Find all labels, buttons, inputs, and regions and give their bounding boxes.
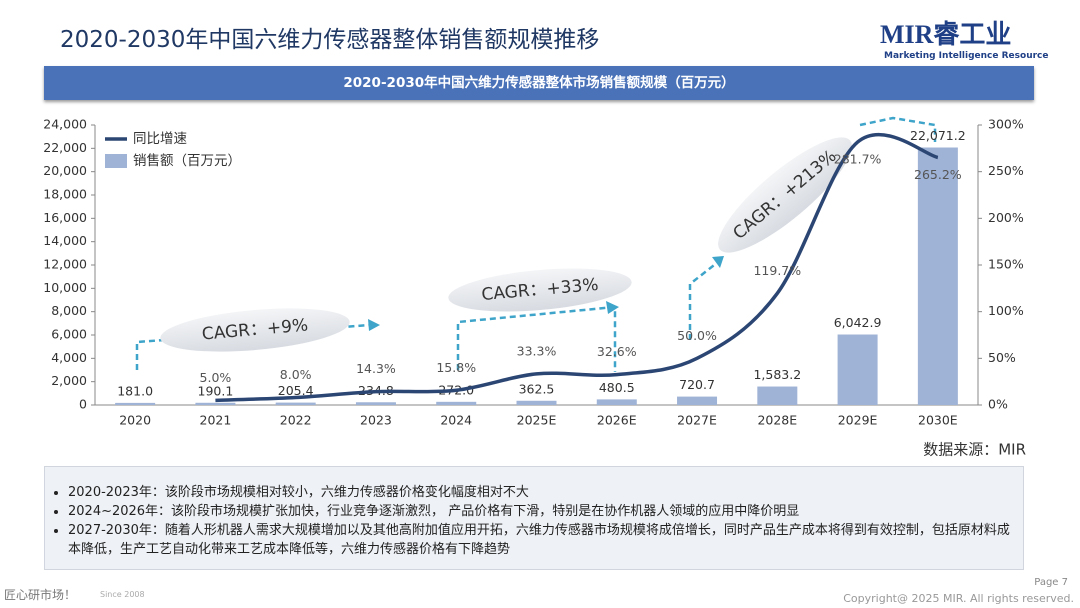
bar [355, 402, 396, 405]
annotation-bubble [448, 268, 632, 312]
slide-title: 2020-2030年中国六维力传感器整体销售额规模推移 [60, 27, 600, 53]
logo-subtitle: Marketing Intelligence Resource [884, 51, 1049, 61]
legend-swatch [105, 154, 127, 168]
bar-value-label: 362.5 [519, 381, 555, 396]
bar [516, 400, 557, 405]
y-tick-label: 12,000 [43, 257, 87, 272]
y2-tick-label: 250% [988, 163, 1024, 178]
line-value-label: 32.6% [597, 344, 637, 359]
chart-banner: 2020-2030年中国六维力传感器整体市场销售额规模（百万元） [44, 66, 1034, 100]
line-value-label: 281.7% [834, 152, 882, 167]
x-tick-label: 2029E [838, 413, 878, 428]
line-value-label: 8.0% [280, 367, 312, 382]
y-tick-label: 8,000 [51, 303, 87, 318]
bar [596, 399, 637, 405]
x-tick-label: 2023 [360, 413, 392, 428]
arrowheads [368, 256, 724, 331]
bar-value-label: 1,583.2 [753, 367, 801, 382]
x-tick-label: 2025E [517, 413, 557, 428]
bar [917, 147, 958, 405]
bar [837, 334, 878, 405]
y-tick-label: 2,000 [51, 373, 87, 388]
bar [677, 396, 718, 405]
y-tick-label: 0 [79, 397, 87, 412]
line-value-label: 119.7% [753, 263, 801, 278]
source: 数据来源：MIR [923, 441, 1026, 459]
note: 2027-2030年：随着人形机器人需求大规模增加以及其他高附加值应用开拓，六维… [68, 521, 1018, 559]
page-number: Page 7 [1034, 577, 1068, 588]
y2-tick-label: 0% [988, 397, 1008, 412]
notes-box: 2020-2023年：该阶段市场规模相对较小，六维力传感器价格变化幅度相对不大 … [44, 466, 1024, 570]
x-tick-label: 2028E [757, 413, 797, 428]
copyright: Copyright@ 2025 MIR. All rights reserved… [843, 592, 1074, 605]
x-tick-label: 2024 [440, 413, 472, 428]
line-value-label: 14.3% [356, 361, 396, 376]
line-value-label: 265.2% [914, 167, 962, 182]
bar [436, 401, 477, 405]
x-tick-label: 2020 [119, 413, 151, 428]
growth-line [215, 132, 939, 403]
y2-tick-label: 200% [988, 210, 1024, 225]
since: Since 2008 [100, 590, 145, 599]
bar [115, 402, 156, 405]
bar-value-label: 181.0 [117, 383, 153, 398]
annotation-bubble [718, 137, 852, 253]
bar-value-label: 6,042.9 [834, 315, 882, 330]
y-tick-label: 16,000 [43, 210, 87, 225]
y2-tick-label: 300% [988, 117, 1024, 132]
x-tick-label: 2021 [200, 413, 232, 428]
x-tick-label: 2022 [280, 413, 312, 428]
note: 2024~2026年：该阶段市场规模扩张加快，行业竞争逐渐激烈， 产品价格有下滑… [68, 502, 1018, 521]
y2-tick-label: 100% [988, 303, 1024, 318]
line-value-label: 50.0% [677, 328, 717, 343]
chart: CAGR：+9% CAGR：+33% CAGR：+213% 数据来源：MIR 0… [43, 117, 1026, 459]
y-tick-label: 10,000 [43, 280, 87, 295]
line-value-label: 15.8% [436, 360, 476, 375]
x-tick-label: 2030E [918, 413, 958, 428]
y-tick-label: 6,000 [51, 327, 87, 342]
y-tick-label: 4,000 [51, 350, 87, 365]
bar [757, 386, 798, 405]
y-tick-label: 22,000 [43, 140, 87, 155]
slogan: 匠心研市场！ [4, 588, 77, 602]
bar-value-label: 190.1 [198, 383, 234, 398]
annotation-bubble [160, 308, 350, 352]
note: 2020-2023年：该阶段市场规模相对较小，六维力传感器价格变化幅度相对不大 [68, 483, 1018, 502]
y-tick-label: 18,000 [43, 187, 87, 202]
line-value-label: 5.0% [200, 370, 232, 385]
y-tick-label: 20,000 [43, 163, 87, 178]
y2-tick-label: 150% [988, 257, 1024, 272]
bar-value-label: 205.4 [278, 383, 314, 398]
y-tick-label: 14,000 [43, 233, 87, 248]
x-tick-label: 2027E [677, 413, 717, 428]
legend-label: 同比增速 [133, 131, 187, 147]
legend-label: 销售额（百万元） [133, 153, 241, 169]
bar [275, 402, 316, 405]
line-value-label: 33.3% [517, 343, 557, 358]
bar [195, 402, 236, 405]
bar-value-label: 480.5 [599, 380, 635, 395]
bar-value-label: 720.7 [679, 377, 715, 392]
y2-tick-label: 50% [988, 350, 1016, 365]
y-tick-label: 24,000 [43, 117, 87, 132]
bar-value-label: 22,071.2 [910, 128, 966, 143]
x-tick-label: 2026E [597, 413, 637, 428]
logo: MIR睿工业 [880, 20, 1012, 49]
